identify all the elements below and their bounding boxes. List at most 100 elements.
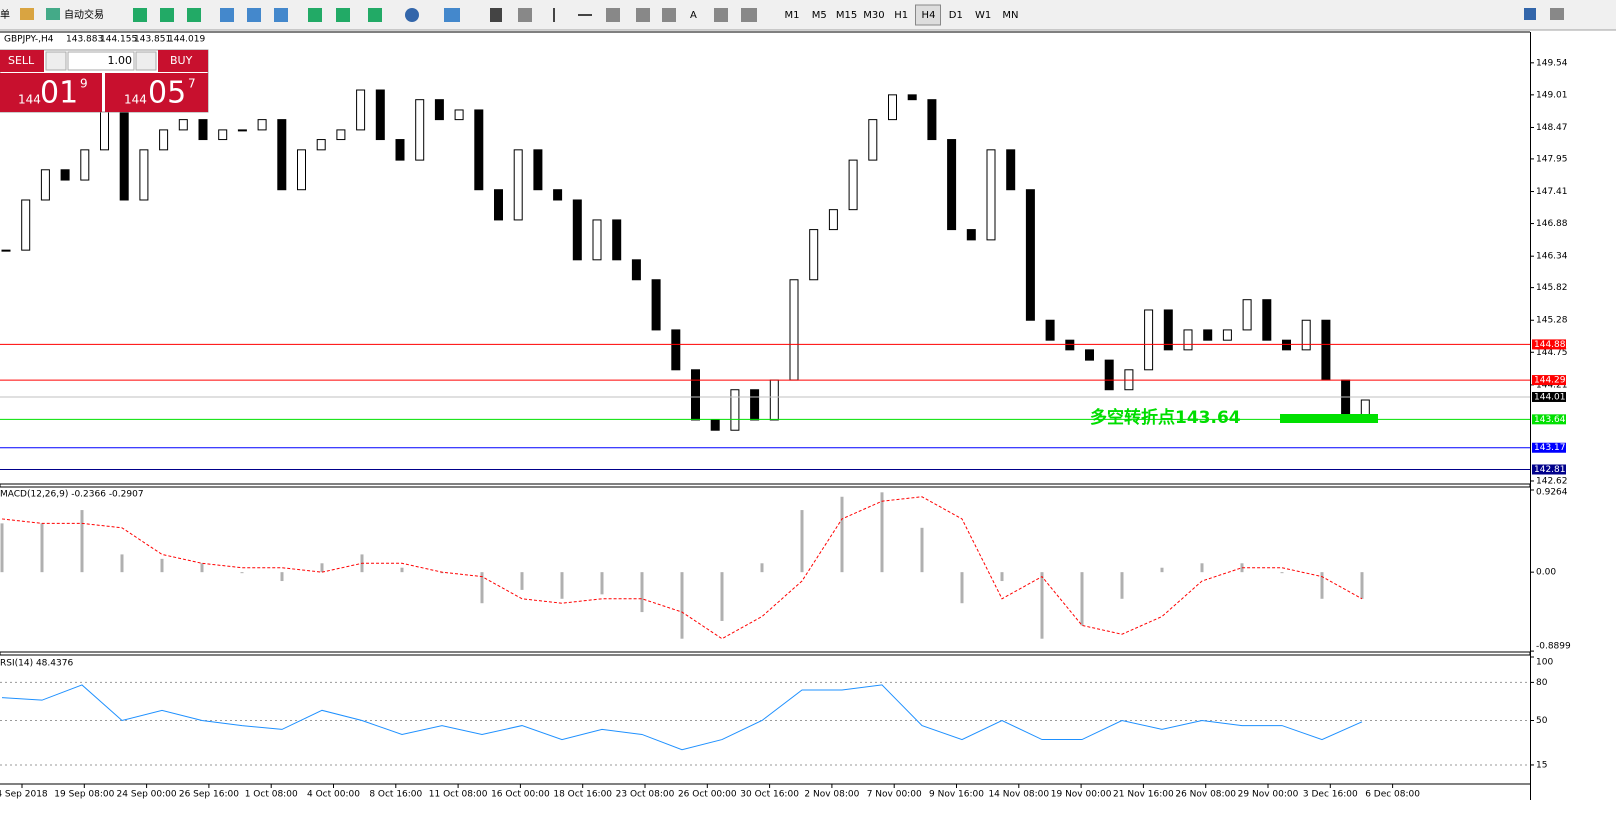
timeframe[interactable]: MN (1002, 10, 1018, 21)
candle (1242, 299, 1252, 331)
candle (553, 189, 563, 201)
auto-trade-icon[interactable] (46, 8, 60, 20)
panel-separator (0, 483, 1531, 488)
timeframe[interactable]: M5 (812, 10, 827, 21)
x-tick-label: 29 Nov 00:00 (1238, 790, 1299, 800)
icon[interactable] (336, 8, 350, 22)
y-tick-label: 148.47 (1536, 123, 1568, 133)
candle (947, 139, 957, 231)
icon[interactable] (606, 8, 620, 22)
timeframe[interactable]: H1 (894, 10, 908, 21)
icon[interactable] (1550, 8, 1564, 20)
x-tick-label: 19 Nov 00:00 (1051, 790, 1112, 800)
candle (907, 94, 917, 101)
sell-label[interactable]: SELL (8, 54, 35, 67)
x-tick-label: 30 Oct 16:00 (740, 790, 799, 800)
menu-fragment[interactable]: 单 (0, 9, 10, 21)
candle (1282, 339, 1291, 351)
search-icon[interactable] (1524, 8, 1536, 20)
macd-bar (640, 572, 644, 613)
candle (1163, 309, 1173, 351)
timeframe[interactable]: H4 (922, 10, 936, 21)
sell-button[interactable] (0, 50, 44, 72)
candle (868, 119, 878, 161)
candle (888, 94, 897, 121)
candle (297, 149, 306, 191)
candle (691, 369, 700, 421)
lots-down[interactable] (45, 51, 67, 71)
icon[interactable] (553, 8, 555, 22)
lots-input[interactable] (67, 51, 135, 71)
sell-pips[interactable]: 01 (40, 76, 78, 111)
icon[interactable] (714, 8, 728, 22)
timeframe[interactable]: M15 (836, 10, 857, 21)
buy-price-box[interactable] (105, 73, 208, 112)
y-tick-label: -0.8899 (1536, 642, 1571, 652)
macd-bar (400, 567, 404, 573)
icon[interactable] (368, 8, 382, 22)
candle (60, 169, 70, 181)
lots-up[interactable] (135, 51, 157, 71)
auto-trade[interactable]: 自动交易 (64, 8, 104, 21)
candle (671, 329, 681, 371)
icon[interactable] (308, 8, 322, 22)
sell-point[interactable]: 9 (80, 77, 88, 91)
candle (1025, 189, 1035, 321)
macd-bar (1040, 572, 1044, 639)
sell-big[interactable]: 144 (18, 93, 41, 107)
icon[interactable] (518, 8, 532, 22)
timeframe[interactable]: M1 (785, 10, 800, 21)
x-tick-label: 24 Sep 00:00 (117, 790, 177, 800)
buy-big[interactable]: 144 (124, 93, 147, 107)
candle (119, 109, 129, 201)
x-tick-label: 16 Oct 00:00 (491, 790, 550, 800)
macd-bar (240, 572, 244, 574)
x-tick-label: 1 Oct 08:00 (245, 790, 298, 800)
icon[interactable] (133, 8, 147, 22)
toolbar (0, 0, 1616, 30)
icon[interactable] (274, 8, 288, 22)
candle (356, 89, 366, 131)
symbol: GBPJPY-,H4 (4, 35, 54, 45)
icon[interactable] (578, 14, 592, 16)
icon[interactable] (247, 8, 261, 22)
candle (1301, 319, 1311, 351)
icon[interactable] (741, 8, 757, 22)
icon[interactable] (636, 8, 650, 22)
timeframe[interactable]: W1 (975, 10, 991, 21)
text-tool[interactable]: A (690, 10, 697, 21)
active-timeframe (915, 4, 941, 26)
buy-label[interactable]: BUY (170, 54, 193, 67)
y-tick-label: 146.88 (1536, 219, 1568, 229)
candle (710, 419, 720, 431)
x-tick-label: 26 Oct 00:00 (678, 790, 737, 800)
icon[interactable] (187, 8, 201, 22)
level-label: 142.81 (1534, 465, 1566, 475)
macd-bar (960, 572, 964, 604)
icon[interactable] (20, 8, 34, 20)
buy-button[interactable] (158, 50, 208, 72)
macd-bar (1080, 572, 1084, 626)
icon[interactable] (490, 8, 502, 22)
y-tick-label: 80 (1536, 678, 1548, 688)
level-tag (1532, 442, 1566, 453)
candle (80, 149, 90, 181)
icon[interactable] (160, 8, 174, 22)
icon[interactable] (444, 8, 460, 22)
sell-price-box[interactable] (0, 73, 102, 112)
buy-pips[interactable]: 05 (148, 76, 186, 111)
candle (1203, 329, 1213, 341)
annotation: 多空转折点143.64 (1090, 407, 1241, 428)
buy-point[interactable]: 7 (188, 77, 196, 91)
icon[interactable] (220, 8, 234, 22)
icon[interactable] (662, 8, 676, 22)
level-tag (1532, 375, 1566, 386)
timeframe[interactable]: D1 (949, 10, 963, 21)
icon[interactable] (405, 8, 419, 22)
rsi-label: RSI(14) 48.4376 (0, 659, 73, 669)
candle (257, 119, 267, 131)
candle (651, 279, 661, 331)
lots[interactable]: 1.00 (108, 54, 133, 67)
timeframe[interactable]: M30 (863, 10, 884, 21)
